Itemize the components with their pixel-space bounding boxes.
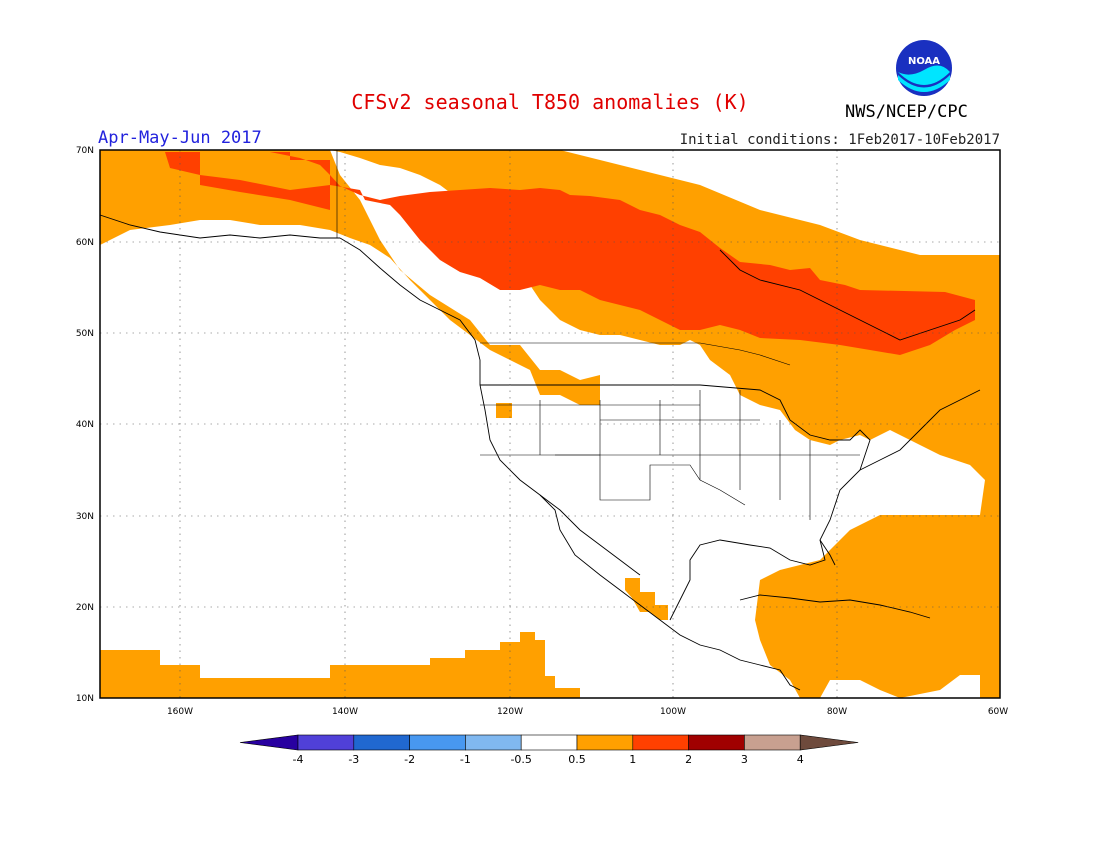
lon-label: 80W [827,707,847,717]
colorbar-label: 2 [685,753,692,766]
lat-label: 50N [76,329,94,339]
lon-label: 120W [497,707,523,717]
forecast-period: Apr-May-Jun 2017 [98,128,262,148]
lon-label: 60W [988,707,1008,717]
colorbar-swatch [576,734,634,751]
lon-label: 100W [660,707,686,717]
longitude-labels: 160W 140W 120W 100W 80W 60W [167,707,1008,717]
colorbar-label: -2 [404,753,415,766]
colorbar-label: 1 [629,753,636,766]
lon-label: 160W [167,707,193,717]
colorbar-swatch [744,734,801,751]
colorbar-arrow-left [239,734,299,751]
colorbar-label: -3 [348,753,359,766]
noaa-logo-text: NOAA [908,56,940,67]
colorbar-swatch [632,734,689,751]
colorbar-swatch [520,734,578,751]
colorbar-label: -4 [293,753,304,766]
colorbar-label: -0.5 [510,753,531,766]
colorbar-swatch [297,734,355,751]
colorbar-swatch [688,734,745,751]
lat-label: 40N [76,420,94,430]
anomaly-region-1-2 [165,152,975,355]
political-borders [336,150,860,520]
lat-label: 20N [76,603,94,613]
colorbar-label: 4 [797,753,804,766]
noaa-logo: NOAA [896,40,952,96]
coastlines [99,214,981,691]
graticule [100,150,1000,698]
colorbar-swatch [465,734,522,751]
colorbar-label: -1 [460,753,471,766]
colorbar: -4 -3 -2 -1 -0.5 0.5 1 2 3 4 [239,734,859,766]
colorbar-arrow-right [799,734,859,751]
anomaly-map [99,149,1001,699]
lat-label: 30N [76,512,94,522]
map-title: CFSv2 seasonal T850 anomalies (K) [351,90,749,114]
lat-label: 60N [76,238,94,248]
initial-conditions: Initial conditions: 1Feb2017-10Feb2017 [679,132,1000,148]
lon-label: 140W [332,707,358,717]
colorbar-swatch [409,734,466,751]
latitude-labels: 70N 60N 50N 40N 30N 20N 10N [76,146,94,704]
lat-label: 10N [76,694,94,704]
lat-label: 70N [76,146,94,156]
colorbar-swatch [353,734,410,751]
colorbar-label: 0.5 [568,753,586,766]
map-frame [99,149,1001,699]
colorbar-label: 3 [741,753,748,766]
agency-label: NWS/NCEP/CPC [845,102,968,122]
